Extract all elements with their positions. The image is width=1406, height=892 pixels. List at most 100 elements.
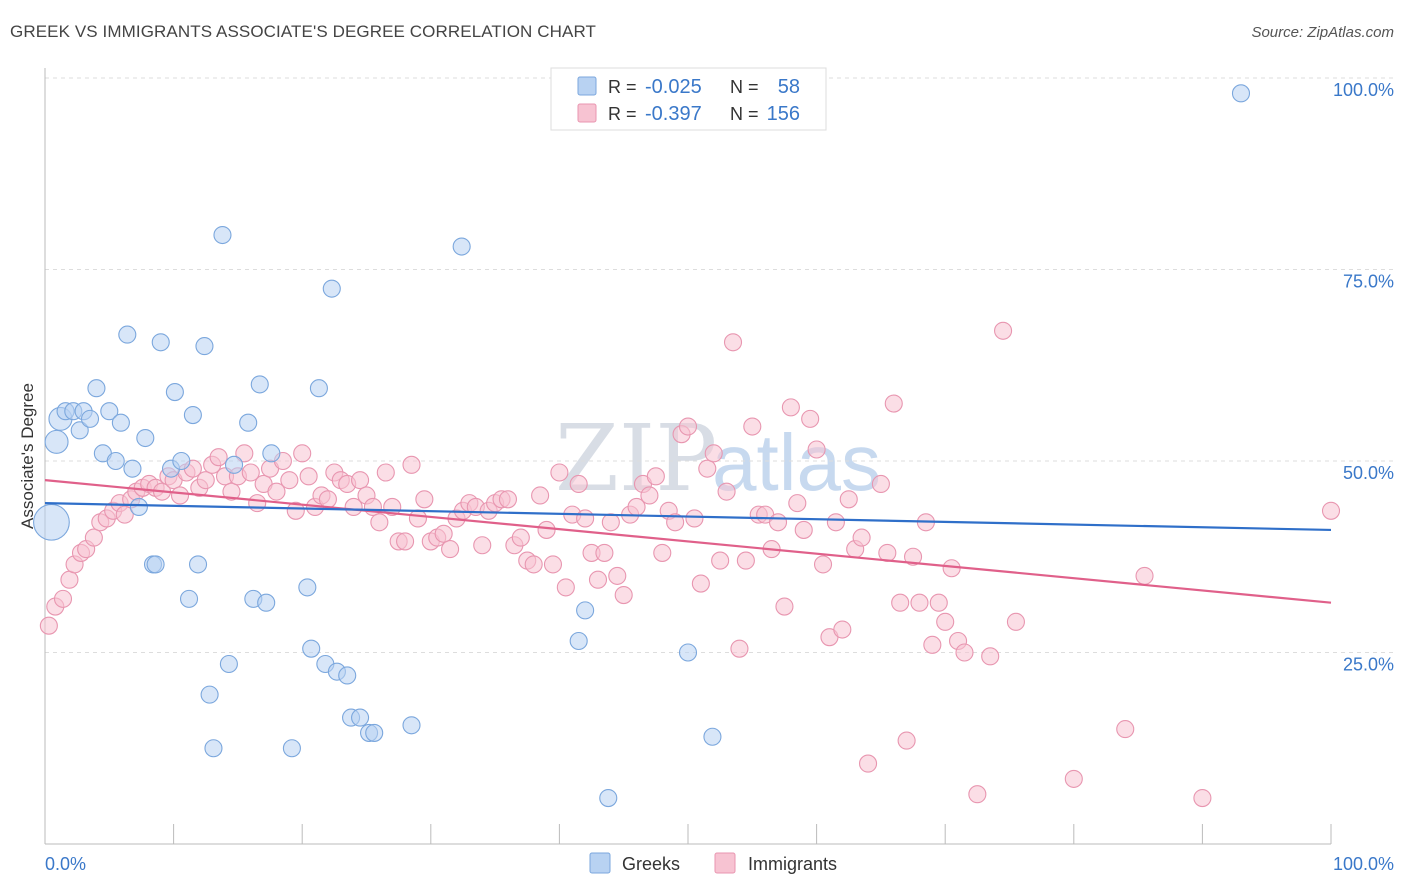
- immigrants-point: [717, 482, 736, 501]
- greeks-point: [250, 375, 269, 394]
- immigrants-point: [286, 501, 305, 520]
- immigrants-point: [543, 555, 563, 574]
- bottom-legend-immigrants-label: Immigrants: [748, 854, 837, 874]
- greeks-point: [204, 739, 223, 758]
- immigrants-point: [408, 509, 427, 528]
- trendlines: [44, 479, 1332, 604]
- greeks-point: [123, 459, 142, 478]
- greeks-point: [172, 451, 191, 471]
- immigrants-point: [871, 474, 890, 494]
- immigrants-point: [248, 494, 267, 513]
- greeks-point: [282, 739, 301, 758]
- legend-greeks-swatch: [577, 76, 597, 96]
- greeks-point: [219, 654, 238, 674]
- y-tick-label: 50.0%: [1343, 463, 1394, 483]
- immigrants-point: [267, 482, 286, 501]
- immigrants-series: [39, 321, 1341, 808]
- immigrants-point: [852, 528, 871, 547]
- immigrants-point: [556, 578, 575, 597]
- immigrants-point: [569, 474, 588, 494]
- legend-top: R = -0.025 N = 58 R = -0.397 N = 156: [550, 67, 827, 131]
- immigrants-point: [691, 574, 710, 593]
- immigrants-point: [241, 463, 260, 482]
- greeks-point: [165, 383, 184, 402]
- immigrants-point: [955, 643, 974, 662]
- immigrants-point: [858, 754, 878, 773]
- immigrants-point: [640, 486, 659, 505]
- legend-immigrants-n-label: N =: [730, 104, 759, 124]
- x-tick-label-max: 100.0%: [1333, 854, 1394, 874]
- immigrants-point: [903, 547, 923, 566]
- greeks-point: [239, 413, 258, 432]
- legend-greeks-r-label: R =: [608, 77, 637, 97]
- immigrants-point: [1135, 566, 1154, 585]
- immigrants-point: [768, 513, 788, 532]
- immigrants-point: [1193, 788, 1212, 808]
- immigrants-point: [318, 490, 337, 509]
- immigrants-point: [666, 513, 685, 532]
- greeks-point: [129, 497, 148, 517]
- immigrants-point: [788, 494, 807, 513]
- greeks-point: [188, 555, 208, 574]
- immigrants-point: [826, 513, 845, 532]
- greeks-point: [183, 405, 202, 425]
- greeks-point: [111, 413, 130, 432]
- greeks-point: [87, 379, 106, 398]
- bottom-legend-greeks-swatch: [589, 852, 611, 874]
- legend-immigrants-r-label: R =: [608, 104, 637, 124]
- y-axis-label: Associate's Degree: [18, 383, 37, 529]
- immigrants-point: [376, 463, 395, 482]
- immigrants-point: [646, 467, 665, 486]
- immigrants-point: [524, 555, 543, 574]
- immigrants-point: [550, 463, 569, 482]
- greeks-series: [33, 68, 1251, 808]
- immigrants-point: [743, 417, 762, 436]
- immigrants-point: [434, 524, 453, 543]
- immigrants-point: [653, 543, 672, 562]
- immigrants-point: [704, 444, 723, 463]
- y-tick-label: 100.0%: [1333, 80, 1394, 100]
- immigrants-point: [588, 570, 608, 589]
- immigrants-point: [936, 612, 955, 631]
- immigrants-point: [235, 444, 254, 463]
- y-tick-labels: 25.0% 50.0% 75.0% 100.0%: [1333, 80, 1394, 675]
- bottom-legend-greeks-label: Greeks: [622, 854, 680, 874]
- immigrants-point: [833, 620, 852, 639]
- legend-greeks-r-value: -0.025: [645, 76, 702, 98]
- immigrants-point: [209, 448, 228, 467]
- immigrants-point: [897, 731, 916, 750]
- immigrants-point: [222, 482, 241, 501]
- y-tick-label: 75.0%: [1343, 272, 1394, 292]
- greeks-point: [1231, 84, 1251, 103]
- immigrants-point: [736, 551, 755, 570]
- immigrants-point: [415, 490, 434, 509]
- immigrants-point: [396, 532, 415, 551]
- greeks-point: [106, 451, 125, 471]
- immigrants-point: [39, 616, 58, 635]
- greeks-point: [309, 379, 328, 398]
- immigrants-point: [473, 536, 492, 555]
- immigrants-point: [402, 455, 421, 474]
- legend-greeks-n-label: N =: [730, 77, 759, 97]
- greeks-point: [151, 333, 170, 352]
- immigrants-point: [170, 486, 190, 505]
- legend-immigrants-r-value: -0.397: [645, 103, 702, 125]
- immigrants-point: [794, 520, 813, 539]
- greeks-trendline: [44, 502, 1332, 532]
- legend-greeks-n-value: 58: [778, 76, 800, 98]
- greeks-point: [70, 421, 89, 440]
- greeks-point: [179, 589, 199, 608]
- immigrants-point: [775, 597, 794, 616]
- immigrants-point: [280, 471, 299, 490]
- immigrants-point: [891, 593, 910, 612]
- immigrants-point: [678, 417, 698, 436]
- immigrants-point: [781, 398, 800, 417]
- immigrants-point: [53, 589, 73, 608]
- immigrants-point: [537, 520, 556, 539]
- greeks-point: [224, 455, 244, 474]
- greeks-point: [576, 601, 595, 620]
- immigrants-point: [981, 647, 1000, 666]
- greeks-point: [118, 325, 137, 344]
- immigrants-point: [723, 333, 743, 352]
- greeks-point: [703, 727, 722, 746]
